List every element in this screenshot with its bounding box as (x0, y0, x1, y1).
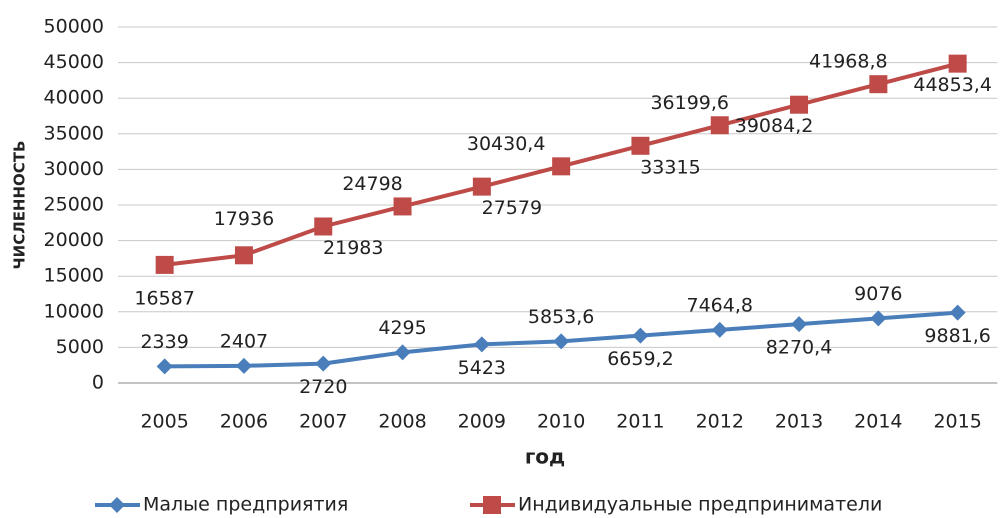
x-axis-title: год (525, 445, 565, 469)
data-label: 44853,4 (913, 74, 992, 96)
data-label: 5853,6 (528, 306, 594, 328)
y-tick-label: 20000 (44, 229, 104, 251)
marker (156, 358, 173, 375)
data-label: 16587 (134, 287, 194, 309)
marker (632, 327, 649, 344)
x-tick-label: 2010 (537, 411, 585, 433)
marker (948, 54, 967, 73)
data-label: 21983 (323, 237, 383, 259)
data-label: 8270,4 (766, 337, 832, 359)
data-label: 17936 (214, 208, 274, 230)
data-label: 4295 (378, 317, 426, 339)
marker (472, 177, 491, 196)
x-tick-label: 2013 (775, 411, 823, 433)
y-tick-label: 50000 (44, 16, 104, 38)
data-label: 6659,2 (607, 348, 673, 370)
x-tick-label: 2015 (933, 411, 981, 433)
data-label: 5423 (458, 357, 506, 379)
y-tick-label: 0 (92, 372, 104, 394)
data-label: 9881,6 (924, 325, 990, 347)
x-tick-label: 2006 (220, 411, 268, 433)
y-tick-label: 30000 (44, 158, 104, 180)
data-label: 7464,8 (687, 294, 753, 316)
marker (394, 344, 411, 361)
marker (631, 136, 650, 155)
x-tick-label: 2011 (616, 411, 664, 433)
marker (314, 217, 333, 236)
data-label: 24798 (342, 173, 402, 195)
y-tick-label: 45000 (44, 51, 104, 73)
data-label: 9076 (854, 283, 902, 305)
marker (711, 321, 728, 338)
data-label: 27579 (482, 197, 542, 219)
data-label: 36199,6 (650, 92, 729, 114)
marker (473, 336, 490, 353)
y-tick-label: 5000 (56, 336, 104, 358)
y-tick-label: 15000 (44, 265, 104, 287)
x-tick-label: 2008 (378, 411, 426, 433)
data-label: 2407 (220, 330, 268, 352)
marker (483, 496, 501, 514)
marker (710, 116, 729, 135)
marker (949, 304, 966, 321)
marker (869, 75, 888, 94)
x-tick-label: 2014 (854, 411, 902, 433)
marker (870, 310, 887, 327)
marker (315, 355, 332, 372)
y-tick-label: 25000 (44, 194, 104, 216)
marker (393, 197, 412, 216)
data-label: 2339 (140, 331, 188, 353)
data-label: 30430,4 (467, 133, 546, 155)
marker (155, 255, 174, 274)
marker (234, 246, 253, 265)
data-label: 41968,8 (809, 51, 888, 73)
data-label: 33315 (640, 156, 700, 178)
y-tick-label: 35000 (44, 122, 104, 144)
y-axis-title: ЧИСЛЕННОСТЬ (11, 141, 29, 270)
marker (235, 357, 252, 374)
x-tick-label: 2005 (140, 411, 188, 433)
marker (553, 333, 570, 350)
data-label: 39084,2 (735, 115, 814, 137)
marker (791, 316, 808, 333)
legend-label: Малые предприятия (143, 494, 348, 516)
x-tick-label: 2007 (299, 411, 347, 433)
marker (790, 95, 809, 114)
legend-label: Индивидуальные предприниматели (518, 494, 882, 516)
y-tick-label: 10000 (44, 300, 104, 322)
marker (109, 497, 125, 513)
x-tick-label: 2012 (696, 411, 744, 433)
x-tick-label: 2009 (458, 411, 506, 433)
y-tick-label: 40000 (44, 87, 104, 109)
marker (552, 157, 571, 176)
data-label: 2720 (299, 376, 347, 398)
